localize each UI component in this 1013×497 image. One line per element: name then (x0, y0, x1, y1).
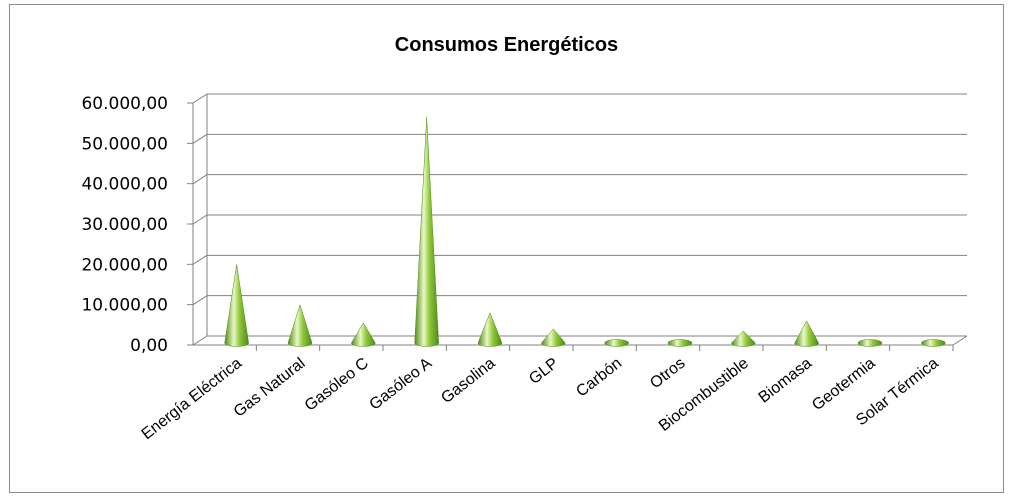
y-tick-label: 60.000,00 (81, 94, 168, 114)
cone-base (921, 339, 946, 347)
gridline-depth (192, 214, 208, 225)
x-tick-label: Biomasa (756, 355, 816, 407)
cone-bar (477, 312, 503, 347)
cone-body (541, 328, 566, 347)
cone-bar (224, 264, 249, 347)
gridline-depth (192, 295, 208, 306)
chart-frame (9, 4, 1004, 493)
cone-body (794, 320, 819, 347)
cone-body (351, 322, 376, 347)
cone-bar (794, 320, 819, 347)
cone-bar (667, 339, 693, 347)
cone-bar (604, 339, 629, 347)
cone-base (604, 339, 629, 347)
y-tick-label: 40.000,00 (81, 175, 168, 195)
x-tick-label: Carbón (573, 355, 625, 401)
x-tick-label: Gasolina (438, 355, 498, 407)
y-tick-label: 50.000,00 (81, 134, 168, 154)
cone-bar (414, 117, 439, 347)
x-tick-label: Energía Eléctrica (139, 355, 246, 443)
cone-body (287, 303, 313, 347)
gridline-depth (192, 254, 208, 265)
gridline-depth (192, 133, 208, 144)
x-tick-label: Otros (647, 355, 688, 392)
cone-bar (351, 322, 376, 347)
cone-bar (857, 339, 883, 347)
cone-base (667, 339, 693, 347)
cone-bar (731, 330, 756, 347)
cone-body (224, 264, 249, 347)
cone-bar (541, 328, 566, 347)
x-tick-label: Gasóleo C (302, 355, 372, 415)
cone-body (414, 117, 439, 347)
gridline-depth (192, 335, 208, 346)
data-cones (224, 117, 946, 347)
y-tick-label: 10.000,00 (81, 296, 168, 316)
y-axis-ticks: 0,00 10.000,00 20.000,00 30.000,00 40.000,00… (81, 94, 168, 356)
grid-layer (187, 93, 968, 351)
chart-title: Consumos Energéticos (394, 34, 619, 56)
gridline-depth (192, 174, 208, 185)
cone-body (477, 312, 503, 347)
x-tick-label: Gasóleo A (366, 355, 435, 414)
y-tick-label: 20.000,00 (81, 255, 168, 275)
floor-edge (952, 335, 968, 346)
cone-bar (287, 303, 313, 347)
y-tick-label: 30.000,00 (81, 215, 168, 235)
cone-body (731, 330, 756, 347)
cone-bar (921, 339, 946, 347)
gridline-depth (192, 93, 208, 104)
cone-base (857, 339, 883, 347)
y-tick-label: 0,00 (130, 336, 168, 356)
x-tick-label: GLP (526, 355, 562, 388)
